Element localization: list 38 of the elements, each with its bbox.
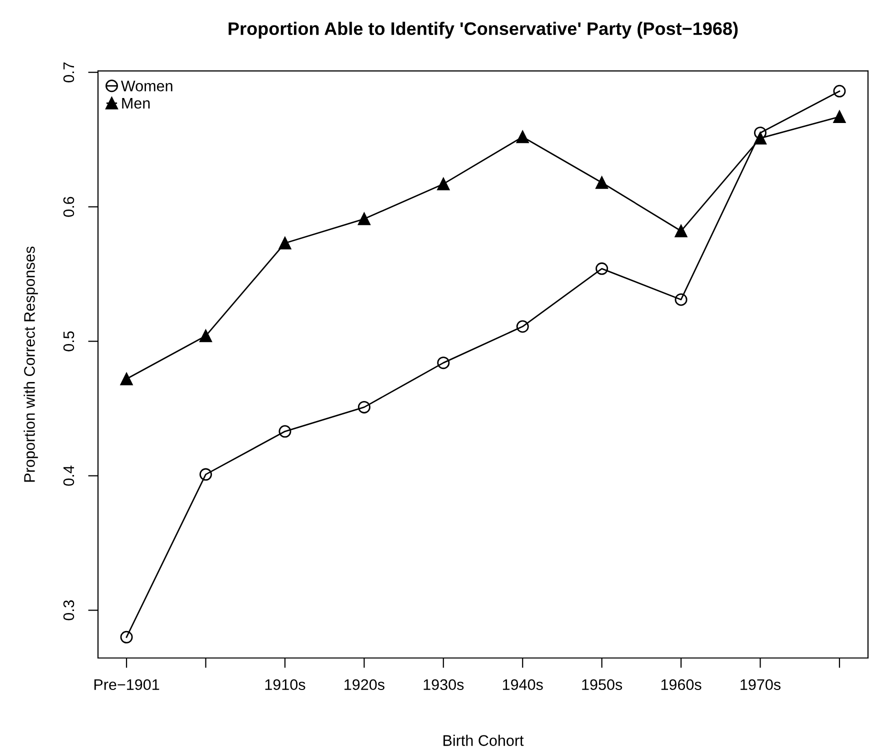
- chart-title: Proportion Able to Identify 'Conservative' Party (Post−1968): [228, 22, 738, 39]
- y-tick-label: 0.3: [63, 600, 74, 620]
- legend-label: Men: [122, 98, 150, 109]
- y-tick-label: 0.7: [63, 62, 74, 82]
- x-tick-label: 1910s: [265, 679, 306, 690]
- point: [278, 236, 292, 250]
- y-tick-label: 0.5: [63, 331, 74, 352]
- x-tick-label: 1940s: [502, 679, 543, 690]
- x-tick-label: 1920s: [344, 679, 384, 690]
- point: [199, 468, 212, 481]
- point: [358, 400, 370, 414]
- point: [754, 126, 767, 140]
- legend-label: Women: [120, 80, 172, 92]
- x-axis-title: Birth Cohort: [444, 734, 524, 746]
- point: [120, 372, 133, 386]
- point: [674, 293, 688, 306]
- point: [199, 330, 212, 342]
- point: [833, 84, 846, 98]
- point: [596, 176, 608, 189]
- point: [278, 425, 292, 438]
- x-tick-label: 1970s: [740, 679, 781, 690]
- y-tick-label: 0.6: [63, 196, 74, 217]
- point: [596, 262, 608, 275]
- point: [833, 110, 846, 123]
- point: [674, 224, 688, 238]
- point: [358, 212, 370, 226]
- point: [437, 178, 450, 190]
- x-tick-label: 1960s: [661, 679, 702, 690]
- point: [516, 130, 529, 144]
- y-tick-label: 0.4: [63, 466, 74, 486]
- point: [516, 320, 529, 333]
- point: [120, 630, 133, 644]
- x-tick-label: 1930s: [424, 679, 464, 690]
- point: [754, 132, 767, 144]
- x-tick-label: Pre−1901: [94, 679, 160, 690]
- x-tick-label: 1950s: [582, 679, 622, 690]
- y-axis-title: Proportion with Correct Responses: [24, 246, 38, 482]
- point: [437, 356, 450, 370]
